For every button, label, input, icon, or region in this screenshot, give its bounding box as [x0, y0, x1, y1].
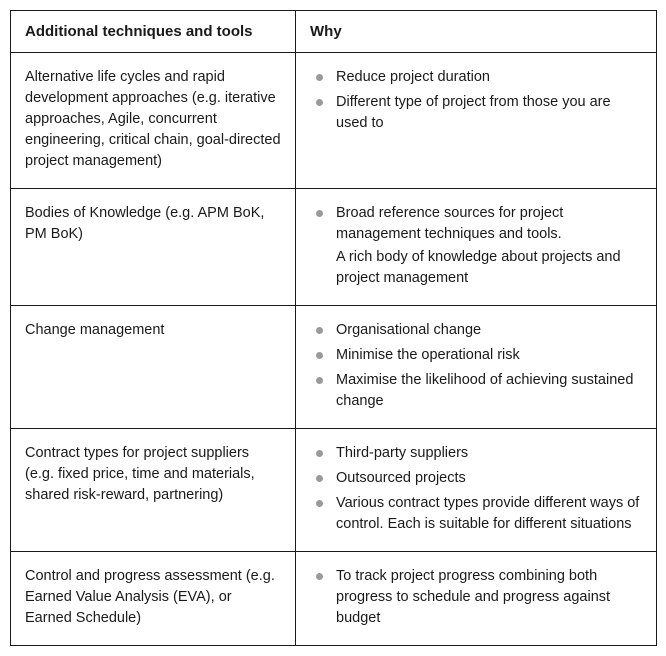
why-list: Broad reference sources for project mana… — [310, 203, 642, 289]
table-body: Alternative life cycles and rapid develo… — [11, 53, 657, 646]
table-row: Alternative life cycles and rapid develo… — [11, 53, 657, 189]
techniques-table: Additional techniques and tools Why Alte… — [10, 10, 657, 646]
why-cell: Broad reference sources for project mana… — [296, 189, 657, 306]
why-item-sub: A rich body of knowledge about projects … — [336, 247, 642, 289]
why-list: Reduce project duration Different type of… — [310, 67, 642, 134]
why-cell: Reduce project duration Different type of… — [296, 53, 657, 189]
why-cell: To track project progress combining both… — [296, 552, 657, 646]
technique-cell: Bodies of Knowledge (e.g. APM BoK, PM Bo… — [11, 189, 296, 306]
technique-cell: Control and progress assessment (e.g. Ea… — [11, 552, 296, 646]
table-header-row: Additional techniques and tools Why — [11, 11, 657, 53]
why-cell: Third-party suppliers Outsourced projects… — [296, 429, 657, 552]
header-techniques: Additional techniques and tools — [11, 11, 296, 53]
technique-cell: Contract types for project suppliers (e.… — [11, 429, 296, 552]
why-item: Third-party suppliers — [310, 443, 642, 464]
why-list: Organisational change Minimise the operat… — [310, 320, 642, 412]
table-row: Bodies of Knowledge (e.g. APM BoK, PM Bo… — [11, 189, 657, 306]
why-item: Reduce project duration — [310, 67, 642, 88]
why-item: Different type of project from those you… — [310, 92, 642, 134]
why-item: Maximise the likelihood of achieving sus… — [310, 370, 642, 412]
why-item: Outsourced projects — [310, 468, 642, 489]
why-list: To track project progress combining both… — [310, 566, 642, 629]
why-item: Minimise the operational risk — [310, 345, 642, 366]
header-why: Why — [296, 11, 657, 53]
why-item: To track project progress combining both… — [310, 566, 642, 629]
table-row: Change management Organisational change Mi… — [11, 306, 657, 429]
why-item: Broad reference sources for project mana… — [310, 203, 642, 289]
table-row: Contract types for project suppliers (e.… — [11, 429, 657, 552]
technique-cell: Alternative life cycles and rapid develo… — [11, 53, 296, 189]
technique-cell: Change management — [11, 306, 296, 429]
why-item: Organisational change — [310, 320, 642, 341]
why-cell: Organisational change Minimise the operat… — [296, 306, 657, 429]
why-list: Third-party suppliers Outsourced projects… — [310, 443, 642, 535]
why-item: Various contract types provide different… — [310, 493, 642, 535]
table-row: Control and progress assessment (e.g. Ea… — [11, 552, 657, 646]
